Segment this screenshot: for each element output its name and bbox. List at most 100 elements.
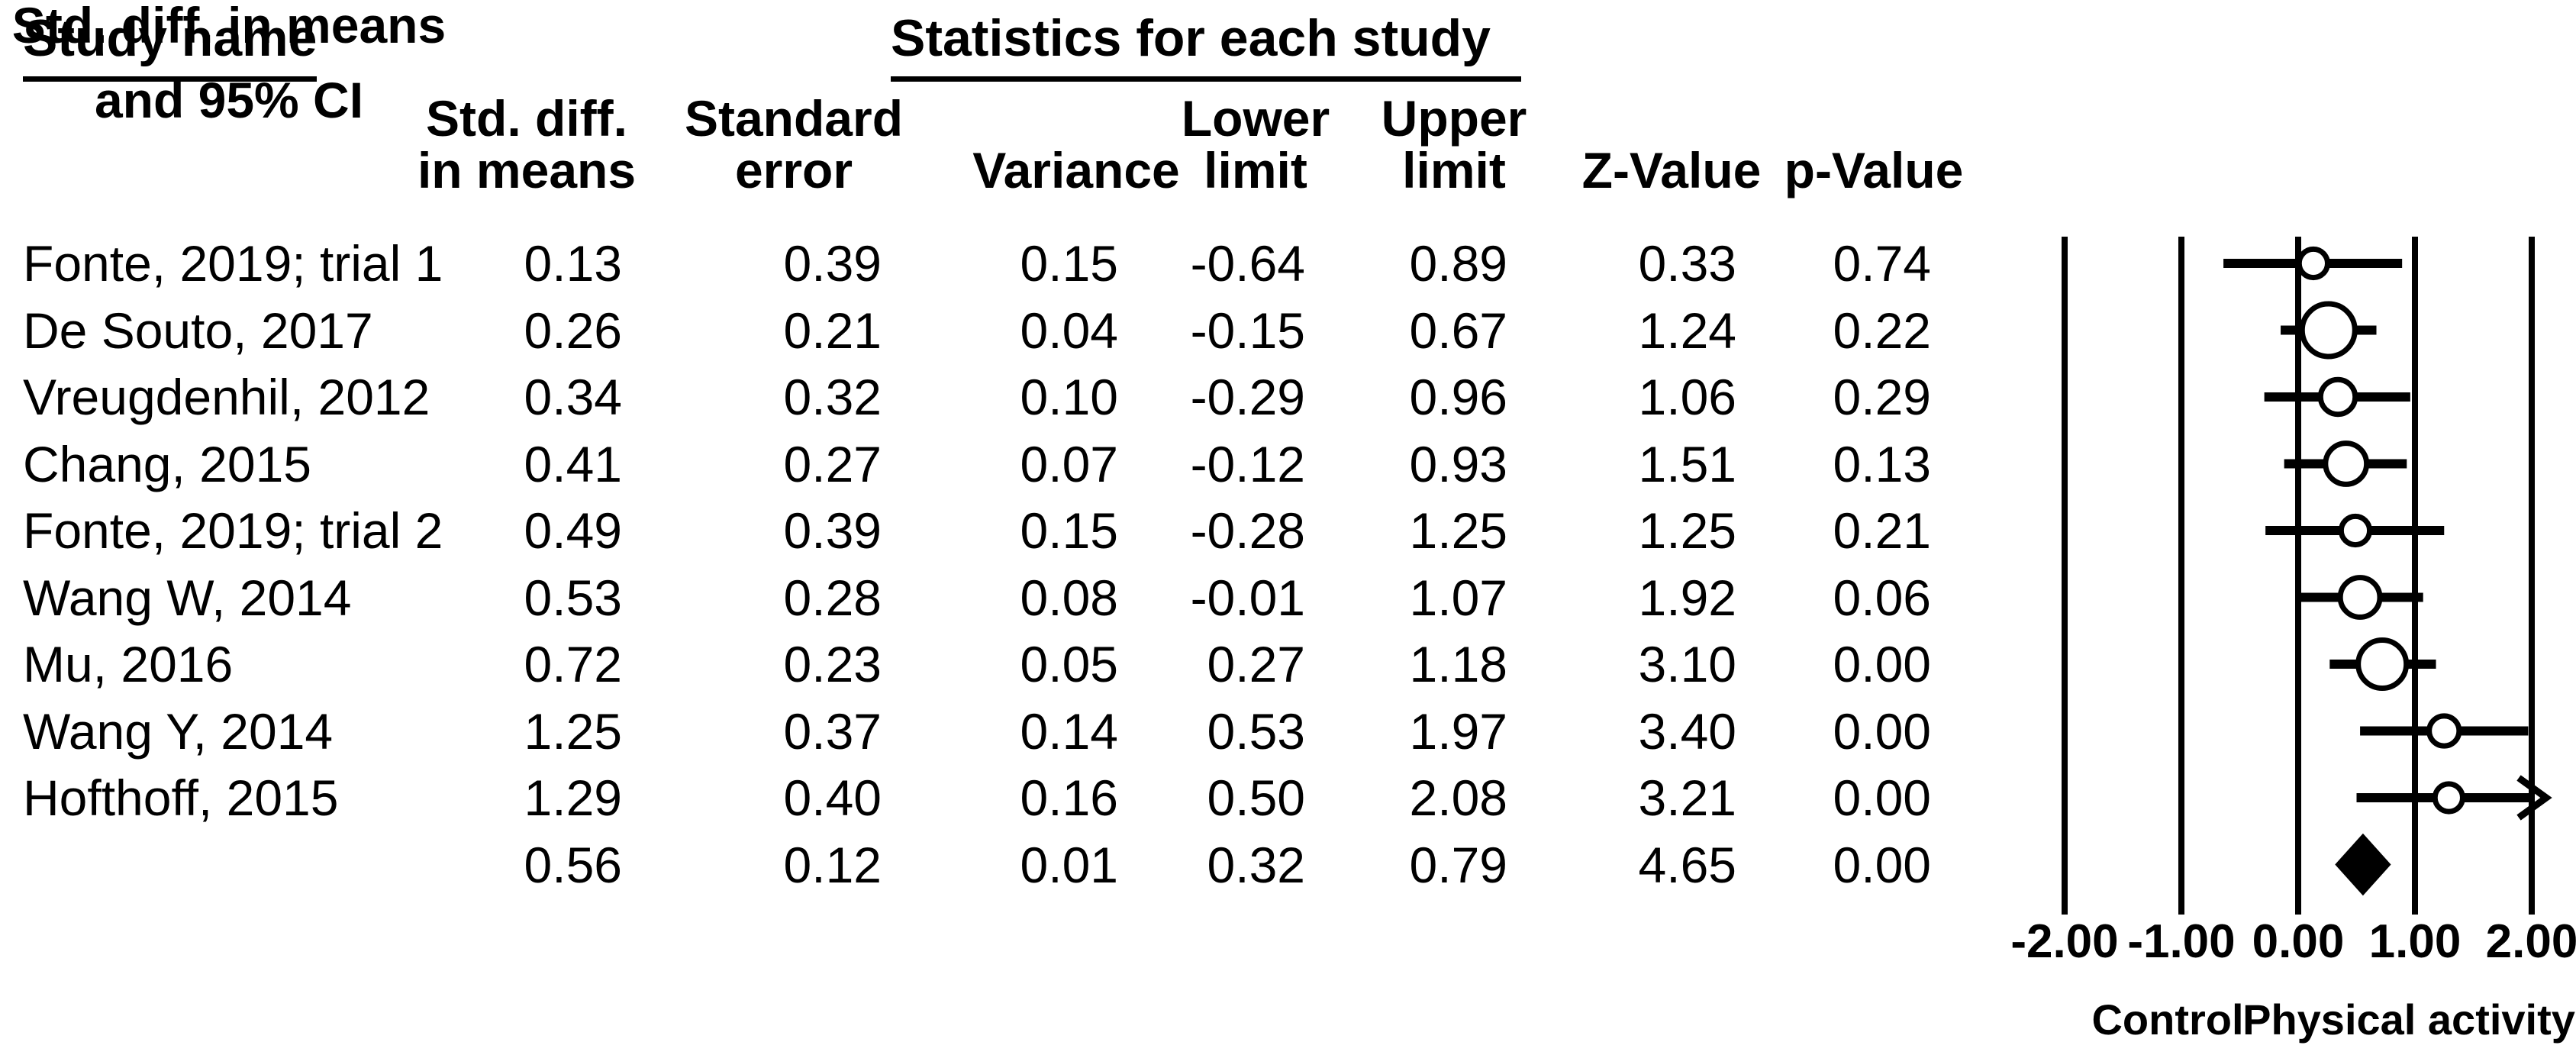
column-header-p: p-Value xyxy=(1706,93,2042,197)
cell-variance: 0.15 xyxy=(1020,502,1118,559)
cell-variance: 0.05 xyxy=(1020,636,1118,692)
stats-group-header: Statistics for each study xyxy=(878,9,1534,82)
cell-p: 0.74 xyxy=(1833,235,1931,292)
cell-std_diff: 0.41 xyxy=(524,435,622,492)
cell-std_diff: 1.29 xyxy=(524,769,622,826)
x-axis-tick-label: -1.00 xyxy=(2127,915,2236,968)
column-header-z: Z-Value xyxy=(1504,93,1839,197)
cell-std_err: 0.12 xyxy=(783,836,882,893)
cell-z: 1.92 xyxy=(1638,569,1736,626)
column-header-std_diff: Std. diff. in means xyxy=(359,93,695,197)
cell-lower: -0.12 xyxy=(1190,435,1305,492)
study-name: Wang Y, 2014 xyxy=(23,702,334,760)
forest-plot-header: Std. diff. in means and 95% CI xyxy=(0,0,458,125)
overall-diamond xyxy=(2335,833,2391,896)
column-header-line1: Standard xyxy=(684,90,904,147)
column-header-line1: Lower xyxy=(1181,90,1330,147)
cell-variance: 0.04 xyxy=(1020,302,1118,359)
cell-upper: 0.93 xyxy=(1409,435,1507,492)
point-estimate-circle xyxy=(2338,513,2373,548)
column-header-line2: Z-Value xyxy=(1581,142,1762,198)
study-name: Wang W, 2014 xyxy=(23,569,352,626)
x-axis-tick-label: 0.00 xyxy=(2252,915,2345,968)
cell-z: 3.21 xyxy=(1638,769,1736,826)
cell-std_diff: 0.49 xyxy=(524,502,622,559)
cell-lower: -0.29 xyxy=(1190,369,1305,425)
cell-upper: 1.25 xyxy=(1409,502,1507,559)
cell-variance: 0.07 xyxy=(1020,435,1118,492)
cell-lower: 0.50 xyxy=(1207,769,1305,826)
cell-p: 0.06 xyxy=(1833,569,1931,626)
cell-z: 1.24 xyxy=(1638,302,1736,359)
cell-z: 4.65 xyxy=(1638,836,1736,893)
cell-variance: 0.08 xyxy=(1020,569,1118,626)
column-header-lower: Lower limit xyxy=(1088,93,1423,197)
cell-lower: 0.27 xyxy=(1207,636,1305,692)
axis-label-physical-activity: Physical activity xyxy=(2242,995,2575,1044)
study-name-header-text: Study name xyxy=(23,9,318,82)
cell-z: 1.51 xyxy=(1638,435,1736,492)
cell-std_diff: 0.26 xyxy=(524,302,622,359)
cell-std_err: 0.39 xyxy=(783,235,882,292)
column-header-line1: Upper xyxy=(1381,90,1527,147)
column-header-upper: Upper limit xyxy=(1286,93,1622,197)
cell-z: 0.33 xyxy=(1638,235,1736,292)
cell-std_err: 0.28 xyxy=(783,569,882,626)
cell-upper: 0.96 xyxy=(1409,369,1507,425)
cell-upper: 0.67 xyxy=(1409,302,1507,359)
forest-header-line1: Std. diff. in means xyxy=(11,0,447,53)
study-name: Mu, 2016 xyxy=(23,636,234,692)
cell-z: 3.40 xyxy=(1638,702,1736,760)
point-estimate-circle xyxy=(2299,301,2358,360)
point-estimate-circle xyxy=(2323,440,2370,487)
point-estimate-circle xyxy=(2432,781,2465,815)
x-axis-tick-label: 2.00 xyxy=(2485,915,2576,968)
cell-lower: 0.32 xyxy=(1207,836,1305,893)
study-name: Fonte, 2019; trial 2 xyxy=(23,502,443,559)
cell-lower: -0.01 xyxy=(1190,569,1305,626)
cell-p: 0.29 xyxy=(1833,369,1931,425)
cell-p: 0.13 xyxy=(1833,435,1931,492)
column-header-line2: Variance xyxy=(972,142,1180,198)
cell-lower: 0.53 xyxy=(1207,702,1305,760)
cell-z: 1.25 xyxy=(1638,502,1736,559)
cell-upper: 0.79 xyxy=(1409,836,1507,893)
column-header-line1: Std. diff. xyxy=(426,90,627,147)
cell-std_diff: 0.34 xyxy=(524,369,622,425)
x-axis-tick-label: 1.00 xyxy=(2368,915,2462,968)
axis-label-control: Control xyxy=(2091,995,2244,1044)
study-name-header: Study name xyxy=(23,9,318,82)
study-name: Chang, 2015 xyxy=(23,435,311,492)
ci-arrow-right xyxy=(2516,775,2552,821)
column-header-variance: Variance xyxy=(908,93,1244,197)
cell-std_diff: 0.53 xyxy=(524,569,622,626)
cell-p: 0.00 xyxy=(1833,769,1931,826)
cell-std_diff: 0.56 xyxy=(524,836,622,893)
cell-std_err: 0.37 xyxy=(783,702,882,760)
cell-p: 0.00 xyxy=(1833,836,1931,893)
cell-p: 0.00 xyxy=(1833,702,1931,760)
cell-z: 3.10 xyxy=(1638,636,1736,692)
column-header-line2: p-Value xyxy=(1784,142,1964,198)
point-estimate-circle xyxy=(2426,713,2462,749)
cell-upper: 1.07 xyxy=(1409,569,1507,626)
cell-std_err: 0.40 xyxy=(783,769,882,826)
cell-upper: 1.18 xyxy=(1409,636,1507,692)
study-name: Hofthoff, 2015 xyxy=(23,769,339,826)
cell-std_diff: 0.13 xyxy=(524,235,622,292)
cell-p: 0.22 xyxy=(1833,302,1931,359)
x-axis-tick-label: -2.00 xyxy=(2010,915,2119,968)
cell-upper: 0.89 xyxy=(1409,235,1507,292)
column-header-line2: limit xyxy=(1402,142,1506,198)
cell-lower: -0.28 xyxy=(1190,502,1305,559)
cell-variance: 0.14 xyxy=(1020,702,1118,760)
point-estimate-circle xyxy=(2355,637,2410,691)
point-estimate-circle xyxy=(2317,376,2358,418)
cell-z: 1.06 xyxy=(1638,369,1736,425)
cell-std_diff: 0.72 xyxy=(524,636,622,692)
cell-upper: 1.97 xyxy=(1409,702,1507,760)
cell-std_err: 0.23 xyxy=(783,636,882,692)
cell-lower: -0.64 xyxy=(1190,235,1305,292)
